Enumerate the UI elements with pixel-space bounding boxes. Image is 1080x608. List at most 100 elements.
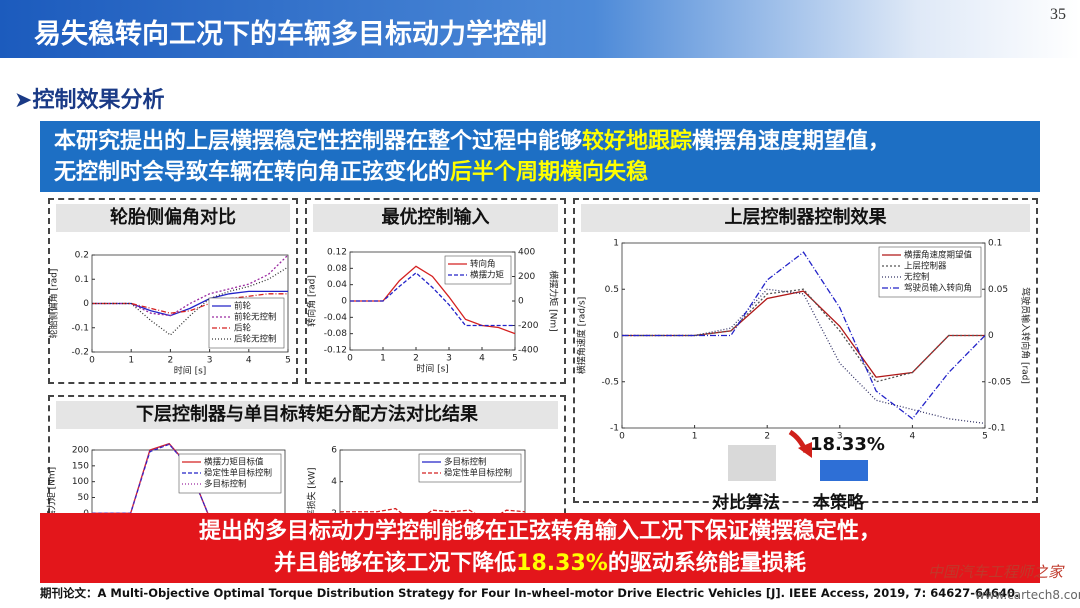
x-tick-label: 1 (692, 432, 698, 442)
text: 无控制时会导致车辆在转向角正弦变化的 (54, 160, 451, 185)
y2-tick-label: 0.05 (988, 285, 1008, 295)
page-number: 35 (1050, 6, 1066, 23)
legend-label: 横摆力矩目标值 (204, 457, 264, 468)
citation: A Multi-Objective Optimal Torque Distrib… (97, 586, 1020, 600)
series-line (92, 266, 289, 336)
x-tick-label: 5 (982, 432, 988, 442)
slide-title: 易失稳转向工况下的车辆多目标动力学控制 (34, 19, 547, 50)
y-tick-label: -0.1 (71, 323, 89, 333)
legend-label: 多目标控制 (444, 457, 487, 468)
y-tick-label: 0.08 (327, 264, 347, 274)
y-tick-label: -0.08 (324, 329, 348, 339)
x-tick-label: 2 (168, 356, 174, 366)
y-tick-label: -0.2 (71, 348, 89, 358)
y2-tick-label: 400 (518, 248, 535, 258)
x-tick-label: 0 (89, 356, 95, 366)
y-tick-label: -0.04 (324, 313, 348, 323)
highlight-text: 后半个周期横向失稳 (450, 160, 649, 185)
y-axis-label: 横摆角速度 [rad/s] (576, 297, 588, 375)
reduction-label: 18.33% (810, 434, 885, 455)
legend-label: 稳定性单目标控制 (204, 468, 272, 479)
x-tick-label: 3 (207, 356, 213, 366)
y-tick-label: 0.2 (75, 251, 89, 261)
legend-label: 前轮 (234, 301, 252, 312)
legend-box (444, 255, 512, 285)
proposed-bar (820, 460, 868, 481)
x-tick-label: 1 (128, 356, 134, 366)
legend-label: 后轮无控制 (234, 334, 277, 345)
y-tick-label: 0 (83, 299, 89, 309)
legend-label: 无控制 (904, 272, 930, 283)
panel-title: 轮胎侧偏角对比 (56, 204, 290, 232)
text: 的驱动系统能量损耗 (607, 551, 806, 576)
y-axis-label: 转向角 [rad] (306, 275, 318, 327)
highlight-text: 较好地跟踪 (582, 129, 693, 154)
legend-label: 横摆力矩 (470, 270, 505, 281)
header-bar: 易失稳转向工况下的车辆多目标动力学控制 (0, 0, 1080, 58)
legend-box (418, 453, 522, 483)
y2-tick-label: 0 (988, 331, 994, 341)
y-tick-label: 1 (613, 239, 619, 249)
x-tick-label: 5 (285, 356, 291, 366)
x-tick-label: 2 (413, 354, 419, 364)
y-tick-label: 150 (72, 461, 89, 471)
series-line (622, 251, 986, 420)
legend-label: 上层控制器 (904, 261, 947, 272)
y2-axis-label: 驾驶员输入转向角 [rad] (1020, 287, 1032, 384)
arrow-head (798, 442, 812, 458)
x-tick-label: 3 (446, 354, 452, 364)
x-tick-label: 5 (512, 354, 518, 364)
legend-label: 转向角 (470, 259, 496, 270)
y-tick-label: 0.12 (327, 248, 347, 258)
legend-label: 稳定性单目标控制 (444, 468, 512, 479)
text: 横摆角速度期望值， (692, 129, 891, 154)
x-axis-label: 时间 [s] (416, 363, 449, 375)
text-line: 并且能够在该工况下降低18.33%的驱动系统能量损耗 (40, 548, 1040, 580)
section-heading: 控制效果分析 (32, 88, 165, 113)
text: 提出的多目标动力学控制能够在正弦转角输入工况下保证横摆稳定性， (198, 519, 881, 544)
y-axis-label: 横摆力矩 [Nm] (46, 467, 58, 528)
y-axis-label: 功率损失 [kW] (306, 468, 318, 528)
legend-label: 后轮 (234, 323, 252, 334)
y2-tick-label: 0 (518, 297, 524, 307)
y-tick-label: 4 (331, 477, 337, 487)
watermark-url: www.cartech8.com (975, 588, 1080, 602)
bar-label: 本策略 (813, 493, 864, 513)
legend-label: 驾驶员输入转向角 (904, 283, 972, 294)
x-tick-label: 0 (619, 432, 625, 442)
text: 本研究提出的上层横摆稳定性控制器在整个过程中能够 (54, 129, 583, 154)
y2-tick-label: 0.1 (988, 239, 1002, 249)
y2-tick-label: -400 (518, 346, 539, 356)
baseline-bar (728, 445, 776, 481)
text-line: 提出的多目标动力学控制能够在正弦转角输入工况下保证横摆稳定性， (40, 516, 1040, 548)
x-axis-label: 时间 [s] (174, 365, 207, 377)
x-tick-label: 4 (246, 356, 252, 366)
series-line (92, 293, 288, 314)
y2-tick-label: -200 (518, 321, 539, 331)
panel-title: 下层控制器与单目标转矩分配方法对比结果 (56, 401, 558, 429)
y-tick-label: 50 (78, 493, 90, 503)
watermark: 中国汽车工程师之家 (928, 563, 1064, 581)
conclusion-banner: 提出的多目标动力学控制能够在正弦转角输入工况下保证横摆稳定性， 并且能够在该工况下… (40, 513, 1040, 583)
y-axis-label: 轮胎侧偏角 [rad] (48, 269, 60, 339)
y2-tick-label: -0.05 (988, 377, 1011, 387)
text-line: 本研究提出的上层横摆稳定性控制器在整个过程中能够较好地跟踪横摆角速度期望值， (54, 126, 1040, 157)
legend-label: 多目标控制 (204, 479, 247, 490)
y-tick-label: 6 (331, 446, 337, 456)
legend-label: 前轮无控制 (234, 312, 277, 323)
y-tick-label: 0.1 (75, 275, 89, 285)
y-tick-label: 0.04 (327, 280, 347, 290)
y-tick-label: -1 (610, 424, 619, 434)
x-tick-label: 4 (910, 432, 916, 442)
bar-label: 对比算法 (712, 493, 780, 513)
x-tick-label: 1 (380, 354, 386, 364)
y-tick-label: -0.5 (601, 377, 619, 387)
bullet: ➤ (14, 88, 33, 113)
y2-axis-label: 横摆力矩 [Nm] (548, 270, 560, 331)
y2-tick-label: 200 (518, 272, 535, 282)
y2-tick-label: -0.1 (988, 424, 1006, 434)
x-tick-label: 4 (479, 354, 485, 364)
panel-title: 上层控制器控制效果 (581, 204, 1030, 232)
x-tick-label: 0 (347, 354, 353, 364)
y-tick-label: 0.5 (605, 285, 619, 295)
